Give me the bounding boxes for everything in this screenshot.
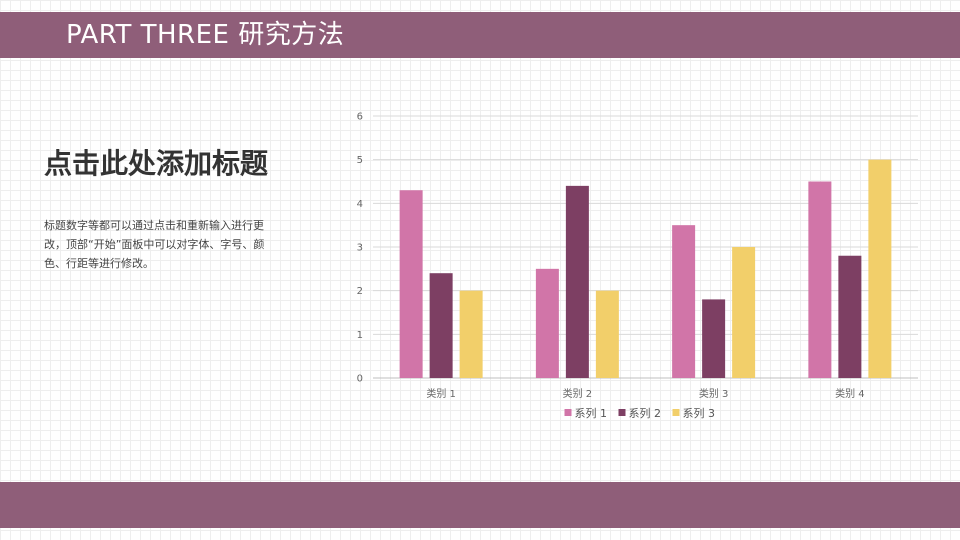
legend-swatch — [672, 409, 680, 416]
header-band: PART THREE 研究方法 — [0, 12, 960, 58]
bar — [565, 185, 589, 378]
legend-label: 系列 3 — [683, 406, 716, 420]
header-title: PART THREE 研究方法 — [66, 20, 345, 50]
x-tick-label: 类别 3 — [699, 387, 729, 400]
x-tick-label: 类别 4 — [835, 387, 865, 400]
legend-label: 系列 1 — [575, 406, 608, 420]
slide-body-text[interactable]: 标题数字等都可以通过点击和重新输入进行更改，顶部“开始”面板中可以对字体、字号、… — [44, 219, 265, 270]
bar — [399, 190, 423, 378]
x-tick-label: 类别 2 — [563, 387, 593, 400]
bar — [595, 290, 619, 378]
legend-swatch — [564, 409, 572, 416]
slide-heading[interactable]: 点击此处添加标题 — [44, 147, 269, 180]
bar — [535, 268, 559, 378]
bar — [672, 225, 696, 378]
y-tick-label: 1 — [357, 330, 363, 341]
y-tick-label: 6 — [357, 112, 363, 123]
bar — [429, 273, 453, 378]
y-tick-label: 0 — [357, 374, 363, 385]
bar — [868, 159, 892, 378]
bar — [702, 299, 726, 378]
y-tick-label: 5 — [357, 155, 363, 166]
y-tick-label: 2 — [357, 286, 363, 297]
bar — [838, 255, 862, 378]
bar-chart: 0 1 2 3 4 5 6 类别 1 类别 2 类别 3 类别 4 系列 1 系列 2 系列 3 — [357, 112, 918, 420]
x-tick-label: 类别 1 — [426, 387, 456, 400]
legend-swatch — [618, 409, 626, 416]
legend-label: 系列 2 — [629, 406, 662, 420]
y-tick-label: 4 — [357, 199, 363, 210]
bar — [808, 181, 832, 378]
footer-band — [0, 482, 960, 528]
bar — [732, 247, 756, 378]
y-tick-label: 3 — [357, 243, 363, 254]
bar — [459, 290, 483, 378]
